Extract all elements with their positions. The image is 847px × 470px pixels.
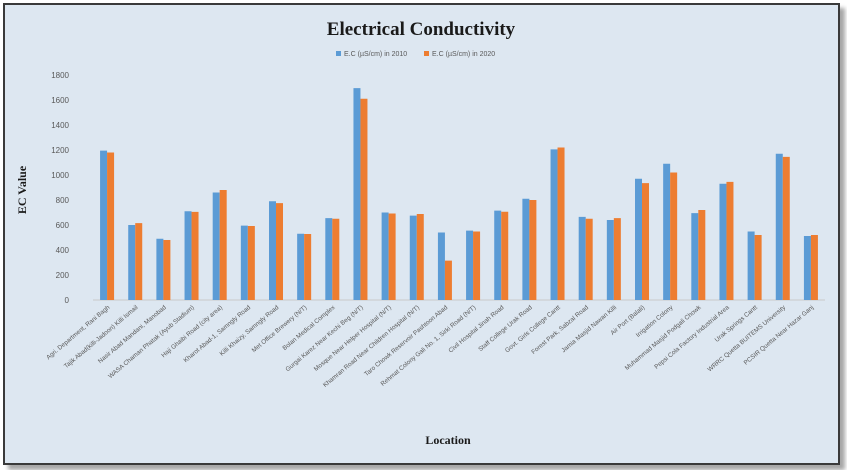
y-tick-label: 1800 (51, 71, 69, 80)
bar-2020 (219, 190, 227, 300)
bar-2020 (416, 214, 424, 300)
bar-2020 (698, 210, 706, 300)
bar-2010 (747, 231, 755, 300)
y-axis-ticks: 0 200 400 600 800 1000 1200 1400 1600 1800 (51, 71, 69, 305)
bar-2020 (444, 260, 452, 300)
bar-2010 (128, 225, 136, 300)
bar-2010 (522, 198, 530, 300)
bar-2020 (276, 203, 283, 300)
bar-2020 (557, 147, 565, 300)
y-tick-label: 200 (56, 271, 70, 280)
x-category-label: Bolan Medical Complex (281, 304, 337, 352)
bar-2010 (297, 233, 305, 300)
bar-2010 (325, 218, 333, 300)
bar-2020 (304, 234, 312, 300)
bar-2010 (240, 225, 248, 300)
bar-2010 (100, 150, 108, 300)
y-tick-label: 1000 (51, 171, 69, 180)
bar-2010 (494, 210, 502, 300)
bar-2020 (247, 226, 255, 300)
bar-2010 (663, 163, 671, 300)
y-tick-label: 800 (56, 196, 70, 205)
chart-title: Electrical Conductivity (327, 19, 516, 40)
bar-2020 (135, 223, 143, 300)
y-tick-label: 600 (56, 221, 70, 230)
bar-2020 (191, 211, 199, 300)
x-category-label: Civil Hospital Jinah Road (447, 304, 506, 355)
bar-2010 (353, 88, 361, 300)
bar-2010 (550, 149, 558, 300)
x-category-label: Met Office Brewery (N/T) (251, 304, 309, 354)
bar-2020 (388, 213, 396, 300)
bar-2020 (670, 172, 678, 300)
bar-2010 (606, 220, 614, 300)
bar-2020 (810, 235, 818, 300)
y-tick-label: 400 (56, 246, 70, 255)
bar-2010 (803, 236, 811, 300)
bar-2020 (332, 218, 340, 300)
bar-2010 (184, 211, 192, 300)
legend-swatch-2010 (336, 51, 341, 56)
x-category-label: Jamia Masjid Nawan Killi (560, 304, 618, 354)
y-tick-label: 1200 (51, 146, 69, 155)
bar-2010 (719, 183, 727, 300)
bar-2020 (585, 218, 593, 300)
bar-2010 (156, 238, 164, 300)
bar-2020 (360, 98, 368, 300)
bar-2010 (381, 212, 389, 300)
bar-2010 (775, 153, 783, 300)
legend-label-2010: E.C (µS/cm) in 2010 (344, 51, 407, 58)
chart-frame: Electrical Conductivity E.C (µS/cm) in 2… (3, 3, 840, 465)
x-axis-title: Location (425, 433, 471, 447)
bar-2010 (212, 192, 220, 300)
bar-2020 (529, 200, 537, 300)
legend-label-2020: E.C (µS/cm) in 2020 (432, 51, 495, 58)
bar-2010 (409, 215, 417, 300)
bar-2010 (466, 230, 474, 300)
bar-2020 (726, 181, 734, 300)
bars-group (100, 88, 818, 300)
bar-2010 (635, 178, 642, 300)
bar-2020 (473, 231, 481, 300)
y-tick-label: 1400 (51, 121, 69, 130)
bar-2010 (437, 232, 445, 300)
bar-2020 (501, 211, 509, 300)
bar-2020 (613, 218, 621, 300)
bar-2020 (642, 183, 649, 300)
y-tick-label: 1600 (51, 96, 69, 105)
bar-2010 (578, 216, 586, 300)
bar-2020 (107, 152, 115, 300)
y-axis-title: EC Value (15, 165, 29, 214)
x-category-label: Staff College Urak Road (477, 304, 534, 353)
y-tick-label: 0 (65, 296, 70, 305)
bar-2020 (782, 156, 790, 300)
bar-2020 (163, 240, 171, 300)
legend: E.C (µS/cm) in 2010 E.C (µS/cm) in 2020 (336, 51, 495, 58)
chart-svg: Electrical Conductivity E.C (µS/cm) in 2… (15, 19, 825, 447)
legend-swatch-2020 (424, 51, 429, 56)
bar-2010 (691, 213, 699, 300)
bar-2020 (754, 235, 762, 300)
bar-2010 (269, 201, 276, 300)
x-category-label: Govt. Girls College Cantt (504, 304, 562, 354)
